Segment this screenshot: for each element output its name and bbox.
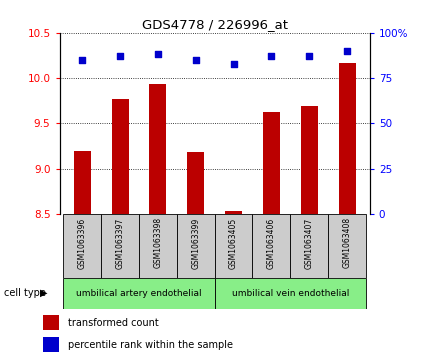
Bar [301,106,318,214]
Text: GSM1063399: GSM1063399 [191,217,200,269]
Text: umbilical artery endothelial: umbilical artery endothelial [76,289,202,298]
Point [230,61,237,66]
Bar [225,211,242,214]
Text: GSM1063407: GSM1063407 [305,217,314,269]
Bar [111,99,128,214]
Text: GSM1063408: GSM1063408 [343,217,351,269]
Text: cell type: cell type [4,288,46,298]
Bar [187,152,204,214]
Bar [215,278,366,309]
Bar [149,85,166,214]
Text: GSM1063398: GSM1063398 [153,217,162,269]
Bar [42,337,59,352]
Bar [74,151,91,214]
Bar [290,214,328,278]
Bar [42,315,59,330]
Point [79,57,85,63]
Bar [328,214,366,278]
Point [116,53,123,59]
Point [268,53,275,59]
Text: transformed count: transformed count [68,318,159,328]
Bar [177,214,215,278]
Point [192,57,199,63]
Point [344,48,351,54]
Bar [139,214,177,278]
Text: GSM1063396: GSM1063396 [78,217,87,269]
Bar [215,214,252,278]
Text: percentile rank within the sample: percentile rank within the sample [68,340,233,350]
Text: ▶: ▶ [40,288,48,298]
Bar [63,278,215,309]
Text: GSM1063405: GSM1063405 [229,217,238,269]
Text: GSM1063406: GSM1063406 [267,217,276,269]
Bar [339,63,356,214]
Bar [101,214,139,278]
Point [154,52,161,57]
Bar [263,111,280,214]
Bar [252,214,290,278]
Bar [63,214,101,278]
Text: GSM1063397: GSM1063397 [116,217,125,269]
Title: GDS4778 / 226996_at: GDS4778 / 226996_at [142,19,288,32]
Text: umbilical vein endothelial: umbilical vein endothelial [232,289,349,298]
Point [306,53,313,59]
